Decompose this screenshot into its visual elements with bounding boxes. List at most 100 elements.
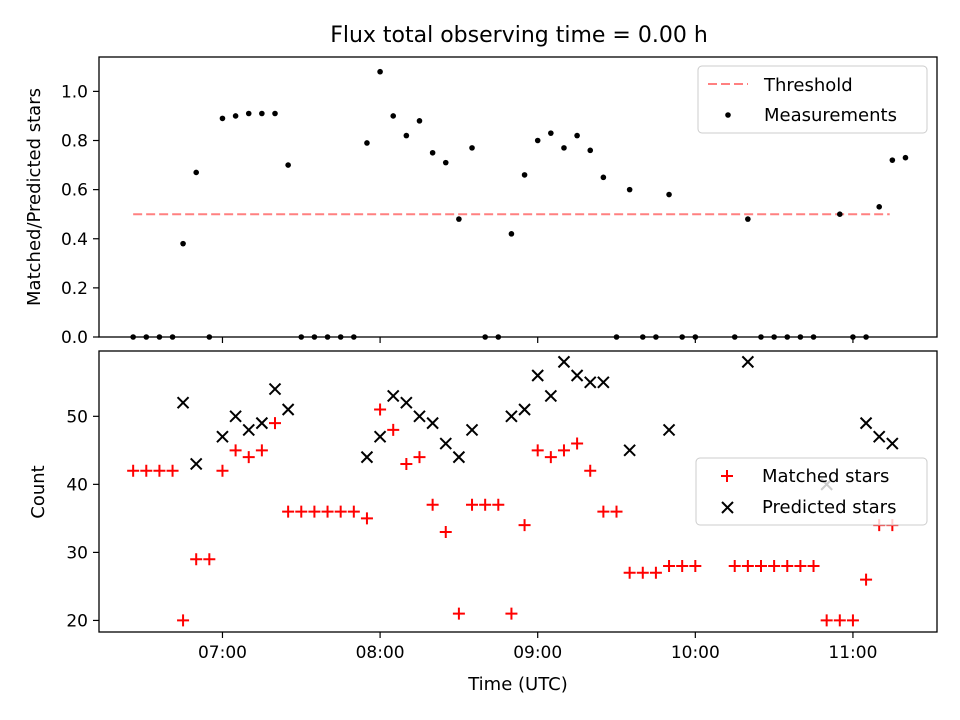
- matched-stars-point: [203, 553, 216, 566]
- predicted-stars-point: [229, 410, 242, 423]
- measurement-point: [180, 240, 186, 247]
- predicted-stars-point: [439, 437, 452, 450]
- measurement-point: [193, 169, 199, 176]
- matched-stars-point: [190, 553, 203, 566]
- measurement-point: [416, 118, 423, 124]
- measurement-point: [429, 149, 436, 156]
- predicted-stars-point: [400, 396, 413, 409]
- predicted-stars-point: [741, 355, 755, 369]
- measurement-point: [245, 110, 252, 117]
- matched-stars-point: [689, 560, 702, 573]
- matched-stars-point: [781, 560, 794, 573]
- bottom-xtick-label: 10:00: [671, 643, 720, 663]
- legend-measurements-swatch: [725, 112, 731, 118]
- measurement-point: [232, 113, 239, 119]
- predicted-stars-point: [570, 369, 584, 382]
- measurement-point: [587, 147, 594, 154]
- top-legend-box: [697, 65, 928, 134]
- matched-stars-point: [649, 566, 662, 579]
- predicted-stars-point: [465, 423, 479, 437]
- matched-stars-point: [492, 498, 505, 511]
- matched-stars-point: [754, 560, 767, 573]
- measurement-point: [837, 211, 843, 217]
- predicted-stars-point: [584, 376, 597, 389]
- matched-stars-point: [269, 417, 282, 430]
- matched-stars-point: [846, 614, 859, 627]
- bottom-y-ticks: 20 30 40 50: [66, 407, 99, 631]
- legend-threshold-label: Threshold: [763, 75, 853, 96]
- matched-stars-point: [531, 444, 544, 457]
- measurement-point: [442, 159, 449, 166]
- matched-stars-point: [768, 560, 781, 573]
- measurement-point: [390, 113, 397, 119]
- bottom-xtick-label: 08:00: [356, 643, 405, 663]
- measurement-point: [574, 132, 580, 139]
- predicted-stars-point: [872, 430, 886, 443]
- matched-stars-point: [833, 614, 846, 627]
- predicted-stars-point: [255, 416, 269, 430]
- matched-stars-point: [127, 464, 140, 477]
- predicted-stars-point: [597, 376, 610, 389]
- predicted-stars-point: [189, 457, 203, 471]
- measurement-point: [876, 204, 883, 210]
- predicted-stars-point: [452, 450, 466, 464]
- matched-stars-point: [295, 505, 308, 518]
- bottom-legend-box: [695, 457, 928, 526]
- predicted-stars-point: [544, 389, 558, 403]
- measurement-point: [364, 140, 370, 146]
- matched-stars-point: [544, 451, 557, 464]
- predicted-stars-point: [623, 444, 636, 457]
- matched-stars-point: [860, 573, 873, 586]
- matched-stars-point: [216, 464, 229, 477]
- matched-stars-point: [452, 607, 465, 620]
- matched-stars-point: [400, 457, 413, 470]
- matched-stars-point: [623, 566, 636, 579]
- measurement-point: [403, 132, 410, 139]
- legend-predicted-swatch: [721, 501, 734, 514]
- measurement-point: [259, 110, 265, 117]
- chart-title: Flux total observing time = 0.00 h: [330, 23, 708, 48]
- matched-stars-point: [177, 614, 190, 627]
- matched-stars-point: [374, 403, 387, 416]
- top-ytick-label: 0.8: [61, 132, 88, 152]
- predicted-stars-point: [557, 355, 571, 369]
- predicted-stars-point: [886, 437, 899, 450]
- bottom-legend: Matched stars Predicted stars: [695, 457, 928, 526]
- top-y-axis-label: Matched/Predicted stars: [24, 88, 45, 306]
- matched-stars-point: [597, 505, 610, 518]
- matched-stars-point: [413, 451, 426, 464]
- measurement-point: [272, 110, 278, 117]
- measurement-point: [508, 231, 515, 237]
- bottom-plot-area: [127, 355, 899, 627]
- measurement-point: [902, 154, 909, 161]
- matched-stars-point: [347, 505, 360, 518]
- matched-stars-point: [584, 464, 597, 477]
- bottom-ytick-label: 40: [66, 475, 88, 495]
- legend-matched-label: Matched stars: [762, 466, 889, 487]
- measurement-point: [219, 115, 226, 122]
- measurement-point: [626, 186, 633, 193]
- top-axes-frame: [98, 56, 938, 338]
- measurement-point: [377, 68, 383, 75]
- matched-stars-point: [636, 566, 649, 579]
- top-x-ticks: [221, 337, 854, 343]
- matched-stars-point: [820, 614, 833, 627]
- top-ytick-label: 0.0: [61, 328, 88, 348]
- bottom-ytick-label: 50: [66, 407, 88, 427]
- predicted-stars-point: [426, 416, 439, 430]
- matched-stars-point: [229, 444, 242, 457]
- bottom-xtick-label: 07:00: [198, 643, 247, 663]
- top-ytick-label: 0.4: [61, 230, 88, 250]
- matched-stars-point: [321, 505, 334, 518]
- predicted-stars-point: [242, 423, 255, 437]
- top-legend: Threshold Measurements: [697, 65, 928, 134]
- predicted-stars-point: [176, 396, 190, 409]
- matched-stars-point: [282, 505, 295, 518]
- measurement-point: [561, 145, 567, 151]
- predicted-stars-point: [360, 450, 374, 464]
- predicted-stars-point: [373, 430, 387, 443]
- matched-stars-point: [140, 464, 153, 477]
- matched-stars-point: [794, 560, 807, 573]
- matched-stars-point: [308, 505, 321, 518]
